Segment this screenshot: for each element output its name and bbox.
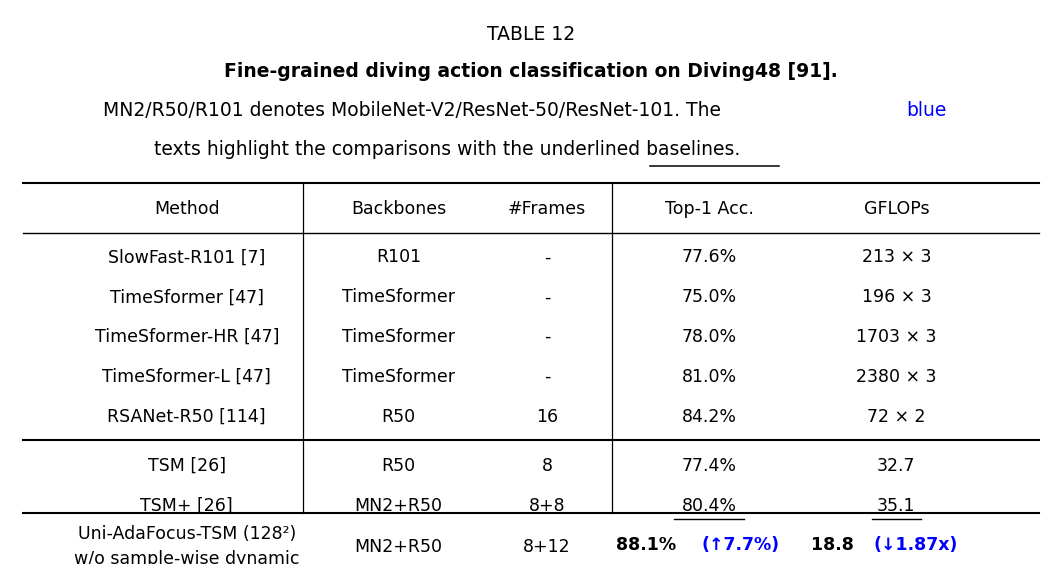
Text: 196 × 3: 196 × 3	[861, 288, 931, 306]
Text: Backbones: Backbones	[350, 200, 446, 218]
Text: MN2/R50/R101 denotes MobileNet-V2/ResNet-50/ResNet-101. The blue: MN2/R50/R101 denotes MobileNet-V2/ResNet…	[199, 101, 863, 120]
Text: -: -	[544, 328, 550, 346]
Text: TimeSformer: TimeSformer	[342, 368, 456, 386]
Text: 78.0%: 78.0%	[682, 328, 737, 346]
Text: 35.1: 35.1	[877, 497, 915, 515]
Text: TimeSformer-HR [47]: TimeSformer-HR [47]	[95, 328, 279, 346]
Text: 18.8: 18.8	[872, 537, 921, 556]
Text: TimeSformer: TimeSformer	[342, 328, 456, 346]
Text: 77.4%: 77.4%	[682, 457, 736, 475]
Text: 8+8: 8+8	[529, 497, 565, 515]
Text: R101: R101	[376, 249, 422, 266]
Text: blue: blue	[907, 101, 947, 120]
Text: 16: 16	[536, 408, 558, 426]
Text: SlowFast-R101 [7]: SlowFast-R101 [7]	[108, 249, 266, 266]
Text: 81.0%: 81.0%	[682, 368, 737, 386]
Text: #Frames: #Frames	[508, 200, 586, 218]
Text: w/o sample-wise dynamic: w/o sample-wise dynamic	[74, 550, 299, 564]
Text: texts highlight the comparisons with the underlined baselines.: texts highlight the comparisons with the…	[238, 140, 824, 160]
Text: underlined: underlined	[481, 140, 581, 160]
Text: -: -	[544, 368, 550, 386]
Text: TSM+ [26]: TSM+ [26]	[140, 497, 234, 515]
Text: -: -	[544, 288, 550, 306]
Text: 88.1%: 88.1%	[675, 537, 742, 556]
Text: 72 × 2: 72 × 2	[868, 408, 926, 426]
Text: 8: 8	[542, 457, 552, 475]
Text: MN2+R50: MN2+R50	[355, 537, 443, 556]
Text: TSM [26]: TSM [26]	[148, 457, 226, 475]
Text: 88.1% (↑7.7%): 88.1% (↑7.7%)	[637, 537, 781, 556]
Text: Top-1 Acc.: Top-1 Acc.	[665, 200, 753, 218]
Text: texts highlight the comparisons with the underlined baselines.: texts highlight the comparisons with the…	[154, 140, 740, 160]
Text: 77.6%: 77.6%	[682, 249, 737, 266]
Text: texts highlight the comparisons with the: texts highlight the comparisons with the	[338, 140, 724, 160]
Text: 75.0%: 75.0%	[682, 288, 737, 306]
Text: 32.7: 32.7	[877, 457, 915, 475]
Text: R50: R50	[381, 408, 415, 426]
Text: MN2+R50: MN2+R50	[355, 497, 443, 515]
Text: GFLOPs: GFLOPs	[863, 200, 929, 218]
Text: 80.4%: 80.4%	[682, 497, 736, 515]
Text: Fine-grained diving action classification on Diving48 [91].: Fine-grained diving action classificatio…	[224, 61, 838, 81]
Text: 88.1%: 88.1%	[616, 536, 682, 554]
Text: TABLE 12: TABLE 12	[487, 25, 575, 44]
Text: 18.8: 18.8	[810, 536, 859, 554]
Text: -: -	[544, 249, 550, 266]
Text: R50: R50	[381, 457, 415, 475]
Text: Uni-AdaFocus-TSM (128²): Uni-AdaFocus-TSM (128²)	[78, 525, 296, 543]
Text: (↓1.87x): (↓1.87x)	[874, 536, 958, 554]
Text: TimeSformer [47]: TimeSformer [47]	[109, 288, 263, 306]
Text: 18.8 (↓1.87x): 18.8 (↓1.87x)	[829, 537, 963, 556]
Text: MN2/R50/R101 denotes MobileNet-V2/ResNet-50/ResNet-101. The: MN2/R50/R101 denotes MobileNet-V2/ResNet…	[103, 101, 727, 120]
Text: Method: Method	[154, 200, 220, 218]
Text: RSANet-R50 [114]: RSANet-R50 [114]	[107, 408, 267, 426]
Text: TimeSformer-L [47]: TimeSformer-L [47]	[102, 368, 271, 386]
Text: (↑7.7%): (↑7.7%)	[701, 536, 780, 554]
Text: 8+12: 8+12	[524, 537, 570, 556]
Text: 1703 × 3: 1703 × 3	[856, 328, 937, 346]
Text: MN2/R50/R101 denotes MobileNet-V2/ResNet-50/ResNet-101. The: MN2/R50/R101 denotes MobileNet-V2/ResNet…	[219, 101, 843, 120]
Text: 2380 × 3: 2380 × 3	[856, 368, 937, 386]
Text: 84.2%: 84.2%	[682, 408, 736, 426]
Text: 213 × 3: 213 × 3	[861, 249, 931, 266]
Text: TimeSformer: TimeSformer	[342, 288, 456, 306]
